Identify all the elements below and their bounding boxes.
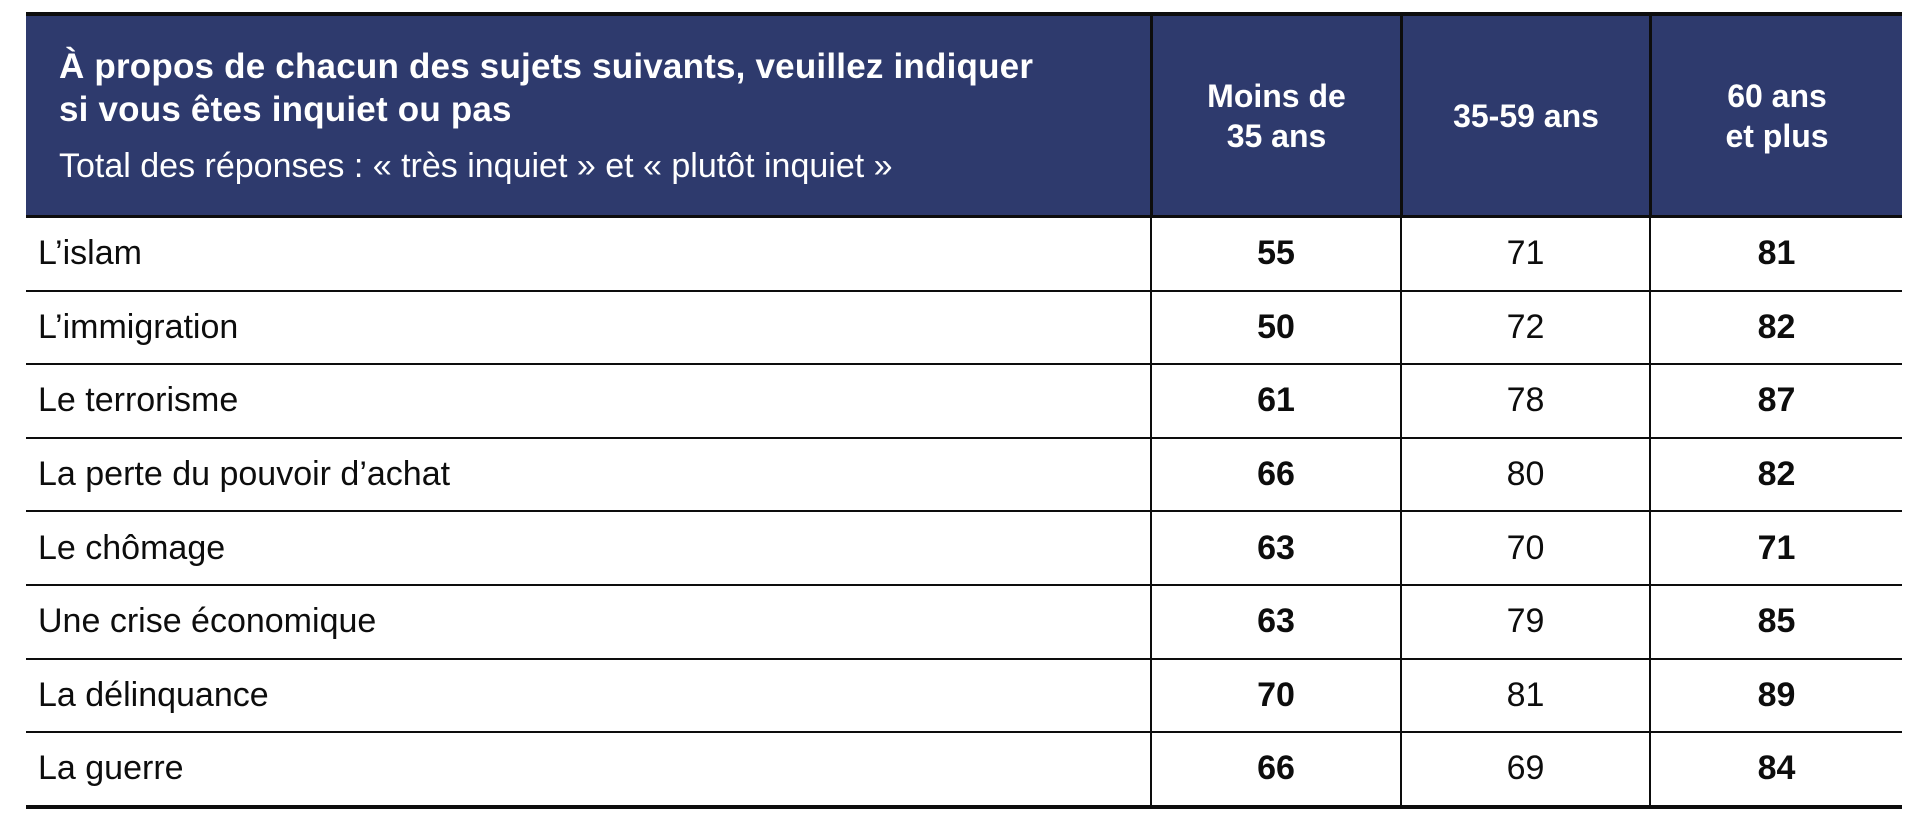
table-row: L’islam 55 71 81 bbox=[26, 218, 1902, 292]
value-cell-60-plus: 85 bbox=[1649, 585, 1902, 658]
column-header-35-59: 35-59 ans bbox=[1400, 16, 1649, 215]
column-header-line: et plus bbox=[1725, 117, 1829, 154]
row-label: La perte du pouvoir d’achat bbox=[38, 455, 451, 494]
question-title: À propos de chacun des sujets suivants, … bbox=[59, 45, 1134, 131]
question-header-cell: À propos de chacun des sujets suivants, … bbox=[26, 16, 1150, 215]
row-label: La guerre bbox=[38, 749, 184, 788]
value-cell-60-plus: 81 bbox=[1649, 218, 1902, 290]
column-header-line: 35-59 ans bbox=[1453, 97, 1599, 134]
value-cell-moins-35: 66 bbox=[1150, 733, 1400, 805]
row-label: L’immigration bbox=[38, 307, 239, 346]
value-cell-moins-35: 63 bbox=[1150, 512, 1400, 584]
value-cell-35-59: 79 bbox=[1400, 585, 1649, 658]
table-row: Une crise économique 63 79 85 bbox=[26, 585, 1902, 660]
value-cell-60-plus: 71 bbox=[1649, 512, 1902, 584]
column-header-moins-35: Moins de 35 ans bbox=[1150, 16, 1400, 215]
question-title-line1: À propos de chacun des sujets suivants, … bbox=[59, 47, 1034, 86]
table-row: L’immigration 50 72 82 bbox=[26, 291, 1902, 366]
table-row: La délinquance 70 81 89 bbox=[26, 659, 1902, 734]
column-header-line: 60 ans bbox=[1727, 77, 1827, 114]
value-cell-35-59: 72 bbox=[1400, 291, 1649, 364]
column-header-line: 35 ans bbox=[1226, 117, 1327, 154]
row-label: Une crise économique bbox=[38, 602, 377, 641]
value-cell-35-59: 71 bbox=[1400, 218, 1649, 290]
value-cell-35-59: 81 bbox=[1400, 659, 1649, 732]
table-row: Le chômage 63 70 71 bbox=[26, 512, 1902, 586]
column-header-60-plus: 60 ans et plus bbox=[1649, 16, 1902, 215]
row-label: La délinquance bbox=[38, 675, 269, 714]
table-row: La perte du pouvoir d’achat 66 80 82 bbox=[26, 438, 1902, 513]
value-cell-moins-35: 70 bbox=[1150, 659, 1400, 732]
row-label: Le terrorisme bbox=[38, 381, 239, 420]
question-subtitle: Total des réponses : « très inquiet » et… bbox=[59, 147, 893, 185]
table-header-row: À propos de chacun des sujets suivants, … bbox=[26, 16, 1902, 218]
value-cell-60-plus: 84 bbox=[1649, 733, 1902, 805]
column-header-line: Moins de bbox=[1207, 77, 1346, 114]
survey-results-table: À propos de chacun des sujets suivants, … bbox=[26, 12, 1902, 809]
table-row: La guerre 66 69 84 bbox=[26, 733, 1902, 805]
value-cell-60-plus: 82 bbox=[1649, 438, 1902, 511]
table-row: Le terrorisme 61 78 87 bbox=[26, 365, 1902, 439]
value-cell-60-plus: 87 bbox=[1649, 365, 1902, 437]
value-cell-35-59: 80 bbox=[1400, 438, 1649, 511]
value-cell-35-59: 78 bbox=[1400, 365, 1649, 437]
row-label: L’islam bbox=[38, 234, 142, 273]
question-title-line2: si vous êtes inquiet ou pas bbox=[59, 90, 512, 129]
value-cell-moins-35: 66 bbox=[1150, 438, 1400, 511]
value-cell-60-plus: 89 bbox=[1649, 659, 1902, 732]
value-cell-35-59: 69 bbox=[1400, 733, 1649, 805]
value-cell-moins-35: 63 bbox=[1150, 585, 1400, 658]
value-cell-60-plus: 82 bbox=[1649, 291, 1902, 364]
value-cell-moins-35: 55 bbox=[1150, 218, 1400, 290]
row-label: Le chômage bbox=[38, 528, 226, 567]
value-cell-moins-35: 61 bbox=[1150, 365, 1400, 437]
value-cell-moins-35: 50 bbox=[1150, 291, 1400, 364]
value-cell-35-59: 70 bbox=[1400, 512, 1649, 584]
